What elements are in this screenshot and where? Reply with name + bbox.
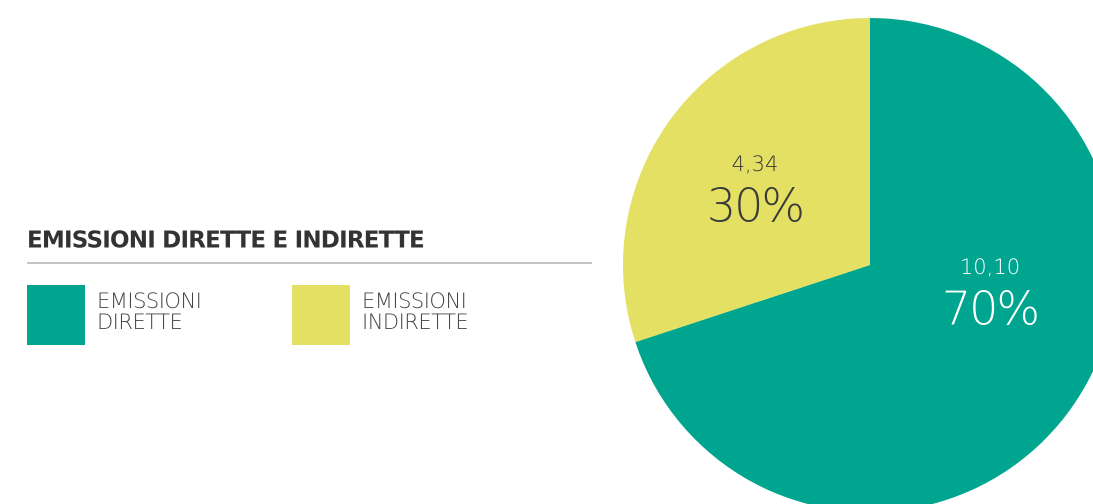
legend-swatch — [27, 285, 85, 345]
percentage-label: 30% — [707, 179, 803, 233]
chart-title: EMISSIONI DIRETTE E INDIRETTE — [27, 228, 424, 254]
legend-item: EMISSIONI DIRETTE — [27, 285, 202, 345]
percentage-label: 70% — [942, 282, 1038, 336]
pie: 10,10 70% 4,34 30% — [622, 18, 1093, 504]
value-label: 4,34 — [732, 152, 779, 176]
legend-label: EMISSIONI INDIRETTE — [362, 289, 469, 334]
pie-slice — [622, 18, 870, 343]
legend-swatch — [292, 285, 350, 345]
pie-slice — [635, 18, 1093, 504]
legend-item: EMISSIONI INDIRETTE — [292, 285, 469, 345]
legend-label: EMISSIONI DIRETTE — [97, 289, 202, 334]
value-label: 10,10 — [960, 255, 1020, 279]
